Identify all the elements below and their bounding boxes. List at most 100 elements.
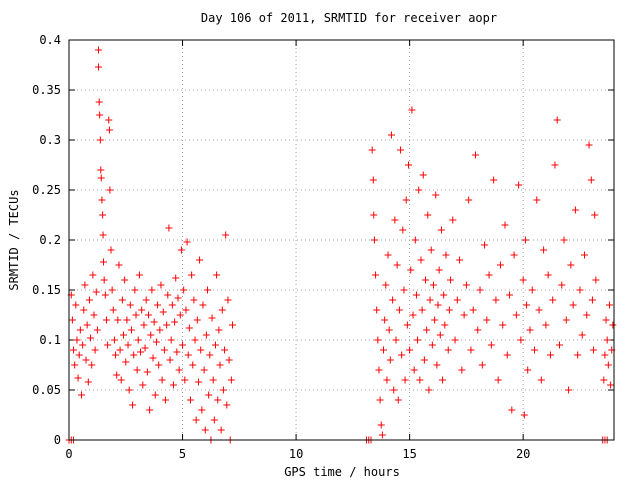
data-point — [227, 376, 235, 384]
data-point — [515, 181, 523, 189]
data-point — [95, 46, 103, 54]
data-point — [560, 236, 568, 244]
data-point — [592, 276, 600, 284]
data-point — [414, 336, 422, 344]
data-point — [458, 366, 466, 374]
data-point — [188, 271, 196, 279]
data-point — [465, 196, 473, 204]
data-point — [478, 361, 486, 369]
data-point — [117, 376, 125, 384]
data-point — [439, 376, 447, 384]
data-point — [445, 306, 453, 314]
data-point — [217, 426, 225, 434]
data-point — [201, 426, 209, 434]
data-point — [381, 316, 389, 324]
data-point — [177, 246, 185, 254]
data-point — [214, 396, 222, 404]
data-point — [213, 271, 221, 279]
data-point — [160, 346, 168, 354]
data-point — [100, 258, 108, 266]
data-point — [194, 378, 202, 386]
data-point — [229, 321, 236, 329]
x-tick-label: 10 — [289, 447, 303, 461]
data-point — [215, 326, 223, 334]
data-point — [73, 336, 81, 344]
data-point — [603, 336, 611, 344]
data-point — [163, 321, 171, 329]
data-point — [125, 386, 133, 394]
data-point — [416, 376, 424, 384]
x-tick-label: 20 — [516, 447, 530, 461]
data-point — [420, 356, 428, 364]
data-point — [460, 311, 468, 319]
x-tick-label: 5 — [179, 447, 186, 461]
data-point — [576, 286, 584, 294]
data-point — [467, 346, 475, 354]
data-point — [487, 341, 495, 349]
y-axis-label: SRMTID / TECUs — [7, 189, 21, 290]
data-point — [185, 324, 193, 332]
data-point — [79, 341, 87, 349]
data-point — [176, 311, 184, 319]
data-point — [165, 224, 173, 232]
data-point — [427, 246, 435, 254]
data-point — [121, 276, 129, 284]
data-point — [510, 251, 518, 259]
data-point — [456, 256, 464, 264]
data-point — [374, 336, 382, 344]
data-point — [116, 346, 124, 354]
data-point — [134, 336, 142, 344]
data-point — [368, 146, 376, 154]
data-point — [607, 381, 615, 389]
data-point — [526, 326, 534, 334]
data-point — [551, 161, 559, 169]
data-point — [384, 251, 392, 259]
y-tick-label: 0.05 — [32, 383, 61, 397]
data-point — [131, 286, 139, 294]
data-point — [370, 236, 378, 244]
data-point — [523, 301, 531, 309]
data-point — [193, 316, 201, 324]
data-point — [501, 221, 509, 229]
data-point — [424, 211, 432, 219]
data-point — [168, 301, 176, 309]
data-point — [394, 396, 402, 404]
data-point — [98, 196, 106, 204]
data-point — [483, 316, 491, 324]
data-point — [580, 251, 588, 259]
data-point — [216, 361, 224, 369]
data-point — [503, 351, 511, 359]
data-point — [190, 296, 198, 304]
data-point — [219, 386, 227, 394]
data-point — [114, 316, 122, 324]
data-point — [110, 336, 118, 344]
data-point — [400, 286, 408, 294]
data-point — [408, 106, 416, 114]
data-point — [442, 251, 450, 259]
data-point — [583, 311, 591, 319]
data-point — [462, 281, 470, 289]
data-point — [192, 416, 200, 424]
data-point — [387, 131, 395, 139]
data-point — [106, 186, 114, 194]
data-point — [77, 391, 85, 399]
data-point — [392, 336, 400, 344]
y-tick-label: 0.15 — [32, 283, 61, 297]
data-point — [83, 321, 91, 329]
data-point — [180, 286, 188, 294]
data-point — [567, 261, 575, 269]
data-point — [449, 216, 457, 224]
data-point — [118, 296, 126, 304]
data-point — [585, 141, 593, 149]
data-point — [208, 314, 216, 322]
data-point — [393, 261, 401, 269]
data-point — [90, 311, 98, 319]
data-point — [395, 306, 403, 314]
data-point — [417, 256, 425, 264]
data-point — [571, 206, 579, 214]
data-point — [95, 63, 103, 71]
data-point — [519, 276, 527, 284]
data-point — [126, 301, 134, 309]
data-point — [499, 321, 507, 329]
